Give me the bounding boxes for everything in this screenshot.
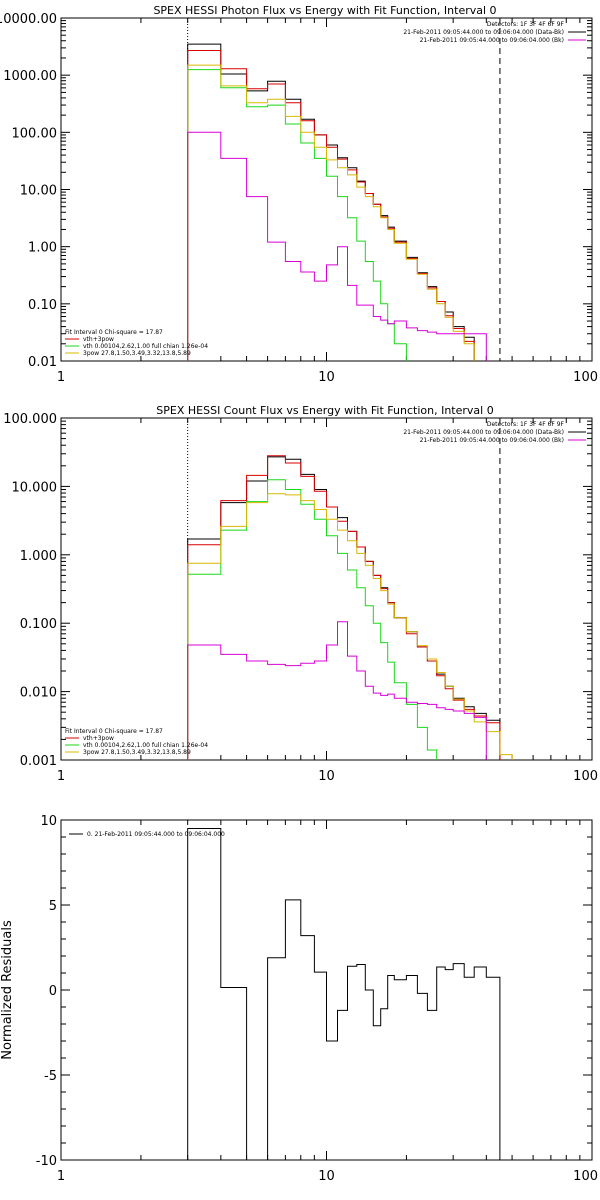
y-tick-label: 5 [49,899,57,914]
series-red-line [187,50,475,361]
y-tick-label: 10.00 [20,184,57,199]
y-tick-label: 0.01 [28,355,57,370]
y-tick-label: -10 [36,1154,57,1169]
legend-text: vth 0.00104,2.62,1.00 full chian 1.26e-0… [83,343,208,350]
x-tick-label: 100 [573,370,598,385]
series-yellow-line [187,493,513,760]
legend-text: Fit Interval 0 Chi-square = 17.87 [65,728,163,735]
count-flux-panel: SPEX HESSI Count Flux vs Energy with Fit… [3,404,598,784]
chart-title: SPEX HESSI Photon Flux vs Energy with Fi… [153,4,496,17]
legend-text: Fit Interval 0 Chi-square = 17.87 [65,329,163,336]
y-tick-label: 10 [40,814,57,829]
series-green-line [187,479,438,760]
x-tick-label: 10 [318,1169,335,1184]
y-tick-label: 1.000 [20,549,57,564]
y-tick-label: 1.00 [28,241,57,256]
series-black-line [187,828,501,1161]
residuals-panel: Normalized Residuals 1 10 100 10 5 0 -5 -10 0. 2… [0,814,598,1184]
y-tick-label: 100.000 [3,412,57,427]
y-tick-label: 1000.00 [3,69,57,84]
legend-text: vth+3pow [83,336,114,343]
series-magenta-line [187,621,487,760]
y-tick-label: 10000.00 [0,12,57,27]
y-tick-label: 0.001 [20,754,57,769]
plot-frame [60,417,593,761]
legend-text: 21-Feb-2011 09:05:44.000 to 09:06:04.000… [420,37,564,44]
y-tick-label: 100.00 [12,126,58,141]
x-tick-label: 1 [57,769,65,784]
x-tick-label: 100 [573,1169,598,1184]
legend-text: 21-Feb-2011 09:05:44.000 to 09:06:04.000… [420,437,564,444]
y-tick-label: 0.100 [20,617,57,632]
y-tick-label: 10.000 [12,480,58,495]
series-black-line [187,43,475,361]
y-tick-label: -5 [44,1069,57,1084]
legend-text: vth+3pow [83,735,114,742]
legend-text: Detectors: 1F 3F 4F 6F 9F [487,421,565,428]
series-black-line [187,456,501,760]
plot-frame [60,17,593,362]
y-tick-label: 0.10 [28,298,57,313]
y-axis-label: Normalized Residuals [0,920,15,1060]
legend-text: Detectors: 1F 3F 4F 6F 9F [487,21,565,28]
x-tick-label: 1 [57,370,65,385]
legend-text: 3pow 27.8,1.50,3.49,3.32,13.8,5.89 [83,350,191,357]
series-magenta-line [187,131,487,361]
legend-text: 21-Feb-2011 09:05:44.000 to 09:06:04.000… [403,29,564,36]
photon-flux-panel: SPEX HESSI Photon Flux vs Energy with Fi… [0,4,598,385]
y-tick-label: 0.010 [20,686,57,701]
series-red-line [187,455,501,760]
x-tick-label: 1 [57,1169,65,1184]
y-tick-label: 0 [49,984,57,999]
x-tick-label: 10 [318,769,335,784]
x-tick-label: 10 [318,370,335,385]
x-tick-label: 100 [573,769,598,784]
legend-text: 3pow 27.8,1.50,3.49,3.32,13.8,5.89 [83,749,191,756]
legend-text: 0. 21-Feb-2011 09:05:44.000 to 09:06:04.… [87,831,225,838]
legend-text: 21-Feb-2011 09:05:44.000 to 09:06:04.000… [403,429,564,436]
chart-title: SPEX HESSI Count Flux vs Energy with Fit… [156,404,493,417]
series-green-line [187,69,407,361]
series-yellow-line [187,64,475,361]
legend-text: vth 0.00104,2.62,1.00 full chian 1.26e-0… [83,742,208,749]
